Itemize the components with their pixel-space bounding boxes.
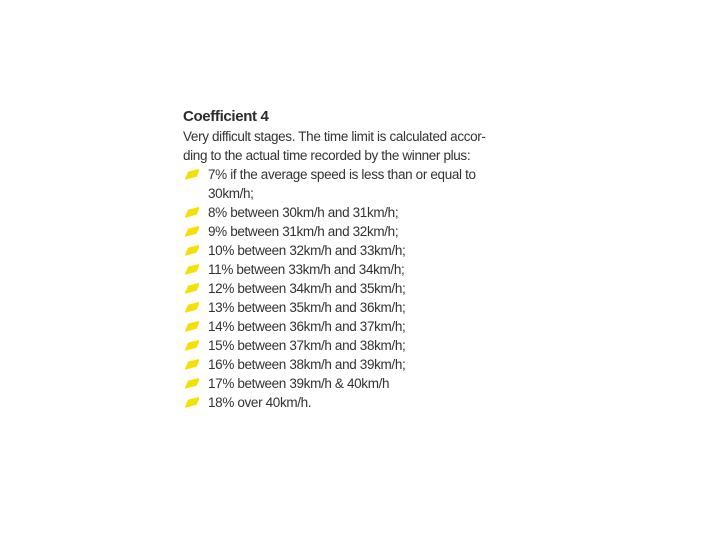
marker-tip-bullet-icon (184, 359, 199, 370)
marker-tip-bullet-icon (184, 283, 199, 294)
list-item-text: 11% between 33km/h and 34km/h; (208, 262, 405, 277)
coefficient-list: 7% if the average speed is less than or … (183, 165, 517, 412)
marker-tip-bullet-icon (184, 264, 199, 275)
intro-paragraph: Very difficult stages. The time limit is… (183, 127, 517, 165)
intro-line-2: ding to the actual time recorded by the … (183, 148, 471, 163)
section-heading: Coefficient 4 (183, 108, 269, 125)
list-item-text: 17% between 39km/h & 40km/h (208, 376, 390, 391)
marker-tip-bullet-icon (184, 321, 199, 332)
list-item-text: 15% between 37km/h and 38km/h; (208, 338, 406, 353)
list-item-text: 16% between 38km/h and 39km/h; (208, 357, 406, 372)
list-item-text: 9% between 31km/h and 32km/h; (208, 224, 399, 239)
marker-tip-bullet-icon (184, 302, 199, 313)
list-item: 9% between 31km/h and 32km/h; (183, 222, 517, 241)
list-item: 8% between 30km/h and 31km/h; (183, 203, 517, 222)
marker-tip-bullet-icon (184, 207, 199, 218)
intro-line-1: Very difficult stages. The time limit is… (183, 129, 486, 144)
marker-tip-bullet-icon (184, 397, 199, 408)
list-item: 7% if the average speed is less than or … (183, 165, 517, 203)
list-item: 18% over 40km/h. (183, 393, 517, 412)
list-item: 17% between 39km/h & 40km/h (183, 374, 517, 393)
list-item: 12% between 34km/h and 35km/h; (183, 279, 517, 298)
list-item: 13% between 35km/h and 36km/h; (183, 298, 517, 317)
marker-tip-bullet-icon (184, 245, 199, 256)
list-item: 15% between 37km/h and 38km/h; (183, 336, 517, 355)
marker-tip-bullet-icon (184, 378, 199, 389)
list-item-text: 18% over 40km/h. (208, 395, 312, 410)
list-item: 16% between 38km/h and 39km/h; (183, 355, 517, 374)
list-item: 10% between 32km/h and 33km/h; (183, 241, 517, 260)
list-item-text: 13% between 35km/h and 36km/h; (208, 300, 406, 315)
marker-tip-bullet-icon (184, 340, 199, 351)
marker-tip-bullet-icon (184, 226, 199, 237)
coefficient-section: Coefficient 4 Very difficult stages. The… (183, 106, 517, 412)
list-item-text: 14% between 36km/h and 37km/h; (208, 319, 406, 334)
list-item-text: 12% between 34km/h and 35km/h; (208, 281, 406, 296)
list-item: 14% between 36km/h and 37km/h; (183, 317, 517, 336)
list-item-text: 8% between 30km/h and 31km/h; (208, 205, 399, 220)
list-item: 11% between 33km/h and 34km/h; (183, 260, 517, 279)
marker-tip-bullet-icon (184, 169, 199, 180)
list-item-text: 7% if the average speed is less than or … (208, 167, 476, 201)
list-item-text: 10% between 32km/h and 33km/h; (208, 243, 406, 258)
